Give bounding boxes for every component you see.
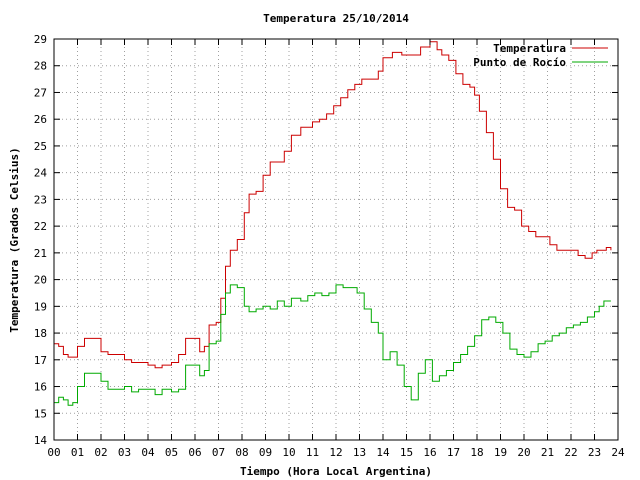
y-tick-label: 15 — [34, 407, 47, 420]
x-tick-label: 16 — [423, 446, 436, 459]
x-tick-label: 04 — [141, 446, 155, 459]
y-tick-label: 29 — [34, 33, 47, 46]
x-tick-label: 20 — [517, 446, 530, 459]
x-axis-label: Tiempo (Hora Local Argentina) — [240, 465, 432, 478]
x-tick-label: 08 — [235, 446, 248, 459]
x-tick-label: 01 — [71, 446, 84, 459]
ticks: 14 15 16 17 18 19 20 21 22 23 24 25 26 27 28 29 00 01 02 03… — [34, 33, 625, 459]
x-tick-label: 11 — [306, 446, 319, 459]
series-layer — [54, 41, 612, 406]
x-tick-label: 13 — [353, 446, 366, 459]
x-tick-label: 18 — [470, 446, 483, 459]
x-tick-label: 14 — [376, 446, 390, 459]
x-tick-label: 05 — [165, 446, 178, 459]
y-tick-label: 16 — [34, 381, 47, 394]
y-tick-label: 27 — [34, 86, 47, 99]
x-tick-label: 21 — [541, 446, 554, 459]
y-tick-label: 23 — [34, 193, 47, 206]
chart-title: Temperatura 25/10/2014 — [263, 12, 409, 25]
y-tick-label: 17 — [34, 354, 47, 367]
y-tick-label: 28 — [34, 60, 47, 73]
y-tick-label: 26 — [34, 113, 47, 126]
x-tick-label: 07 — [212, 446, 225, 459]
y-tick-label: 14 — [34, 434, 48, 447]
x-tick-label: 09 — [259, 446, 272, 459]
x-tick-label: 17 — [447, 446, 460, 459]
x-tick-label: 23 — [588, 446, 601, 459]
legend-label: Punto de Rocío — [473, 56, 566, 69]
x-tick-label: 06 — [188, 446, 201, 459]
y-axis-label: Temperatura (Grados Celsius) — [8, 147, 21, 332]
y-tick-label: 18 — [34, 327, 47, 340]
series-line-punto-de-rocio — [54, 284, 611, 406]
y-tick-label: 22 — [34, 220, 47, 233]
series-line-temperatura — [54, 41, 612, 369]
x-tick-label: 12 — [329, 446, 342, 459]
y-tick-label: 20 — [34, 274, 47, 287]
x-tick-label: 10 — [282, 446, 295, 459]
legend-label: Temperatura — [493, 42, 566, 55]
grid — [54, 39, 618, 440]
y-tick-label: 25 — [34, 140, 47, 153]
x-tick-label: 00 — [47, 446, 60, 459]
x-tick-label: 22 — [564, 446, 577, 459]
x-tick-label: 19 — [494, 446, 507, 459]
x-tick-label: 24 — [611, 446, 625, 459]
y-tick-label: 21 — [34, 247, 47, 260]
y-tick-label: 19 — [34, 300, 47, 313]
x-tick-label: 02 — [94, 446, 107, 459]
y-tick-label: 24 — [34, 167, 48, 180]
x-tick-label: 15 — [400, 446, 413, 459]
x-tick-label: 03 — [118, 446, 131, 459]
